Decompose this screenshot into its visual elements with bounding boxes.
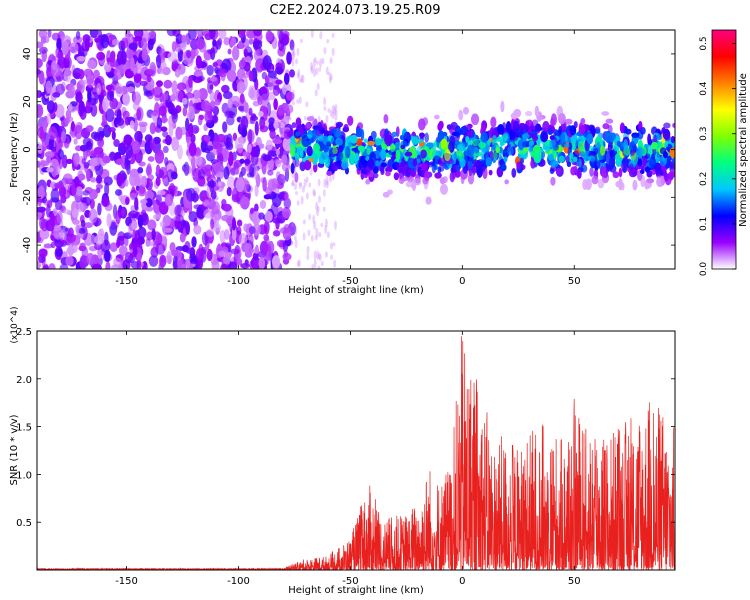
snr-y-axis-label: SNR (10 * v/v)	[9, 414, 20, 485]
heatmap-x-tick-label: 50	[568, 276, 581, 287]
snr-x-axis-label: Height of straight line (km)	[288, 585, 424, 596]
heatmap-y-tick-label: 0	[22, 146, 33, 152]
heatmap-x-tick-label: -100	[227, 276, 250, 287]
snr-x-tick-label: 0	[459, 576, 465, 587]
colorbar: 0.0 0.1 0.2 0.3 0.4 0.5 Normalized spectral a…	[699, 29, 749, 276]
colorbar-tick-label: 0.1	[699, 217, 709, 231]
heatmap-y-axis-label: Frequency (Hz)	[9, 112, 20, 188]
snr-y-tick-label: 2.5	[16, 327, 32, 338]
colorbar-tick-label: 0.4	[699, 81, 709, 96]
figure-title: C2E2.2024.073.19.25.R09	[269, 3, 440, 18]
snr-x-tick-label: -150	[115, 576, 138, 587]
snr-y-tick-label: 1.5	[16, 423, 32, 434]
heatmap-x-tick-label: -50	[342, 276, 358, 287]
snr-panel: -150 -100 -50 0 50 0.5 1.0 1.5 2.0 2.5 Height of…	[9, 306, 676, 596]
snr-x-ticks: -150 -100 -50 0 50	[115, 331, 581, 587]
colorbar-ticks: 0.0 0.1 0.2 0.3 0.4 0.5	[699, 36, 736, 276]
colorbar-gradient	[711, 29, 737, 270]
colorbar-tick-label: 0.0	[699, 262, 709, 277]
snr-frame	[36, 330, 676, 571]
snr-x-tick-label: -100	[227, 576, 250, 587]
colorbar-tick-label: 0.5	[699, 36, 709, 50]
snr-y-tick-label: 1.0	[16, 470, 32, 481]
colorbar-tick-label: 0.2	[699, 172, 709, 186]
heatmap-cells	[37, 30, 675, 269]
snr-scale-note: (x10^4)	[10, 306, 20, 343]
heatmap-y-ticks: -40 -20 0 20 40	[22, 48, 675, 253]
heatmap-y-tick-label: 20	[22, 95, 33, 108]
heatmap-x-axis-label: Height of straight line (km)	[288, 285, 424, 296]
heatmap-x-tick-label: 0	[459, 276, 465, 287]
snr-series-line	[37, 336, 675, 570]
heatmap-x-ticks: -150 -100 -50 0 50	[115, 30, 581, 287]
colorbar-tick-label: 0.3	[699, 127, 709, 141]
snr-x-tick-label: 50	[568, 576, 581, 587]
snr-x-tick-label: -50	[342, 576, 358, 587]
snr-y-tick-label: 0.5	[16, 518, 32, 529]
heatmap-y-tick-label: 40	[22, 48, 33, 61]
colorbar-label: Normalized spectral amplitude	[738, 73, 749, 227]
snr-y-ticks: 0.5 1.0 1.5 2.0 2.5	[16, 327, 675, 529]
heatmap-panel: -150 -100 -50 0 50 -40 -20 0 20 40 Height of str…	[9, 29, 676, 296]
heatmap-y-tick-label: -40	[22, 237, 33, 253]
heatmap-x-tick-label: -150	[115, 276, 138, 287]
heatmap-y-tick-label: -20	[22, 189, 33, 205]
snr-y-tick-label: 2.0	[16, 375, 32, 386]
